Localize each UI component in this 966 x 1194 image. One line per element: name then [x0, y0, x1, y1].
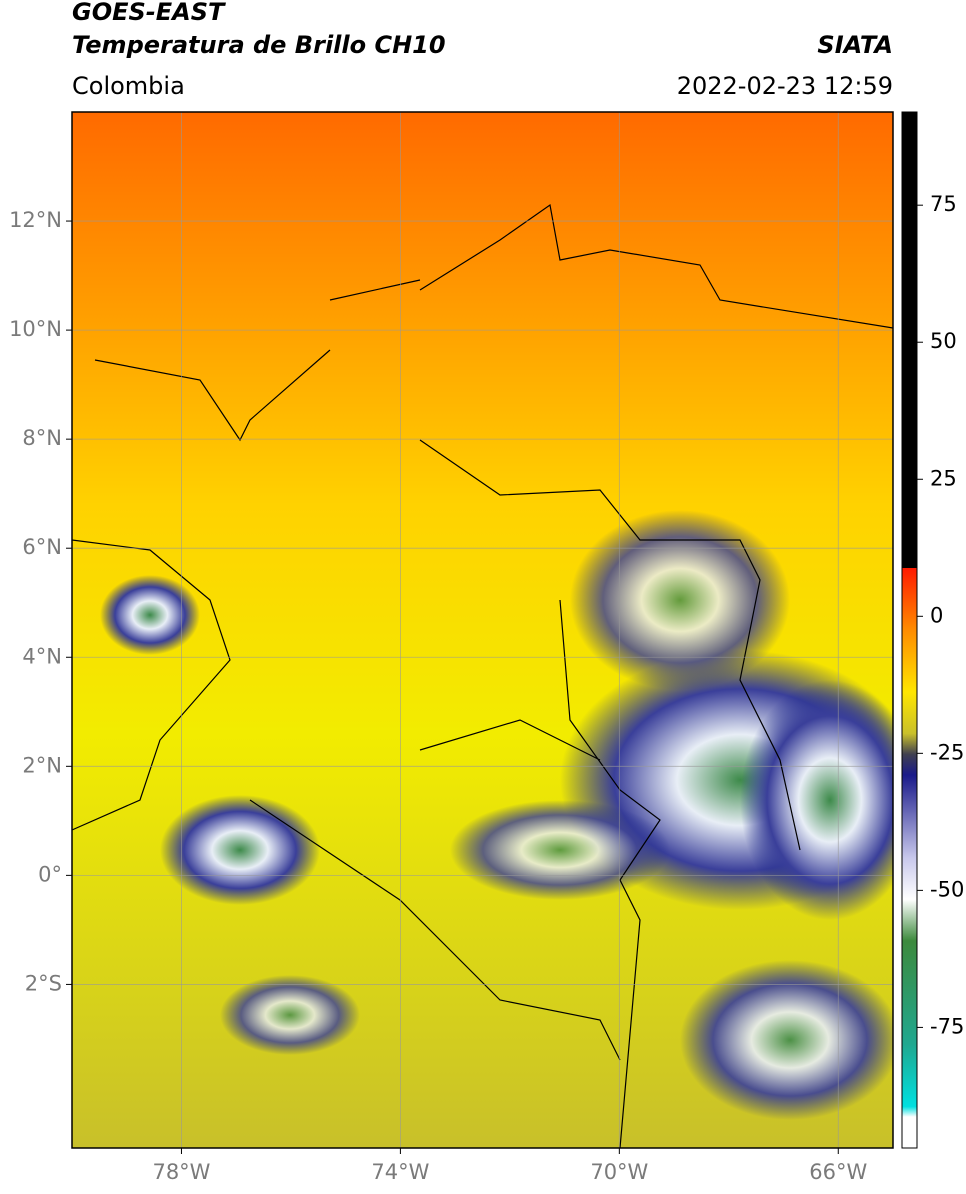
- colorbar-tick-label: 50: [930, 329, 957, 353]
- lon-tick-label: 66°W: [809, 1160, 867, 1184]
- source: SIATA: [817, 31, 893, 59]
- lon-tick-label: 74°W: [371, 1160, 429, 1184]
- lat-tick-label: 12°N: [9, 208, 62, 232]
- product: Temperatura de Brillo CH10: [72, 31, 446, 59]
- colorbar-tick-label: -50: [930, 877, 964, 901]
- region: Colombia: [72, 72, 185, 100]
- lon-tick-label: 70°W: [590, 1160, 648, 1184]
- datetime: 2022-02-23 12:59: [677, 72, 893, 100]
- lat-tick-label: 4°N: [22, 644, 62, 668]
- lat-tick-label: 6°N: [22, 535, 62, 559]
- lat-tick-label: 2°N: [22, 753, 62, 777]
- lon-tick-label: 78°W: [152, 1160, 210, 1184]
- map-frame: [71, 111, 894, 1149]
- lat-tick-label: 2°S: [25, 971, 62, 995]
- colorbar-tick-label: 0: [930, 603, 943, 627]
- colorbar: [901, 111, 918, 1149]
- colorbar-tick-label: -25: [930, 740, 964, 764]
- map-image: [72, 112, 893, 1148]
- colorbar-tick-label: 75: [930, 192, 957, 216]
- lat-tick-label: 0°: [38, 862, 62, 886]
- satellite: GOES-EAST: [72, 0, 226, 26]
- colorbar-tick-label: 25: [930, 466, 957, 490]
- colorbar-tick-label: -75: [930, 1014, 964, 1038]
- lat-tick-label: 8°N: [22, 426, 62, 450]
- lat-tick-label: 10°N: [9, 317, 62, 341]
